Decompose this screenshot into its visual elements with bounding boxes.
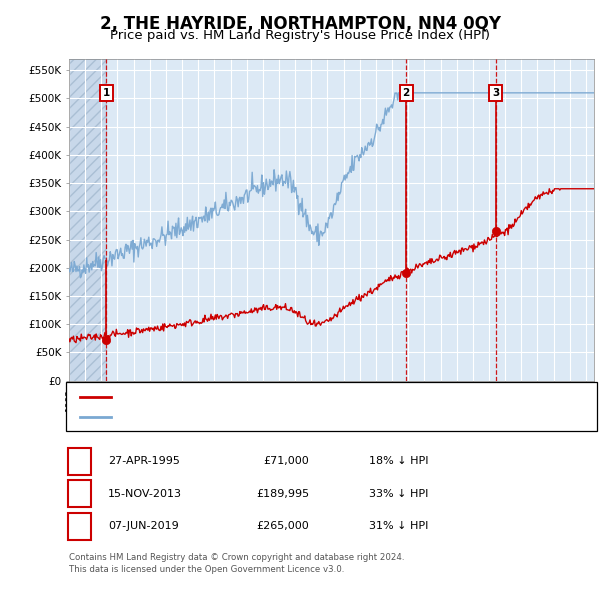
Text: 15-NOV-2013: 15-NOV-2013 bbox=[108, 489, 182, 499]
Text: Price paid vs. HM Land Registry's House Price Index (HPI): Price paid vs. HM Land Registry's House … bbox=[110, 30, 490, 42]
Text: HPI: Average price, detached house, West Northamptonshire: HPI: Average price, detached house, West… bbox=[116, 412, 418, 422]
Text: £71,000: £71,000 bbox=[263, 457, 309, 466]
Text: Contains HM Land Registry data © Crown copyright and database right 2024.: Contains HM Land Registry data © Crown c… bbox=[69, 553, 404, 562]
Text: 2: 2 bbox=[403, 88, 410, 98]
Text: 07-JUN-2019: 07-JUN-2019 bbox=[108, 522, 179, 531]
Text: 27-APR-1995: 27-APR-1995 bbox=[108, 457, 180, 466]
Text: 33% ↓ HPI: 33% ↓ HPI bbox=[369, 489, 428, 499]
Text: £189,995: £189,995 bbox=[256, 489, 309, 499]
Text: 1: 1 bbox=[103, 88, 110, 98]
Bar bbox=[69, 59, 106, 381]
Text: 2, THE HAYRIDE, NORTHAMPTON, NN4 0QY (detached house): 2, THE HAYRIDE, NORTHAMPTON, NN4 0QY (de… bbox=[116, 392, 420, 402]
Text: 2: 2 bbox=[76, 487, 84, 500]
Text: 31% ↓ HPI: 31% ↓ HPI bbox=[369, 522, 428, 531]
Text: 1: 1 bbox=[76, 455, 84, 468]
Text: 18% ↓ HPI: 18% ↓ HPI bbox=[369, 457, 428, 466]
Text: £265,000: £265,000 bbox=[256, 522, 309, 531]
Text: 3: 3 bbox=[493, 88, 500, 98]
Text: This data is licensed under the Open Government Licence v3.0.: This data is licensed under the Open Gov… bbox=[69, 565, 344, 574]
Text: 3: 3 bbox=[76, 520, 84, 533]
Text: 2, THE HAYRIDE, NORTHAMPTON, NN4 0QY: 2, THE HAYRIDE, NORTHAMPTON, NN4 0QY bbox=[100, 15, 500, 33]
